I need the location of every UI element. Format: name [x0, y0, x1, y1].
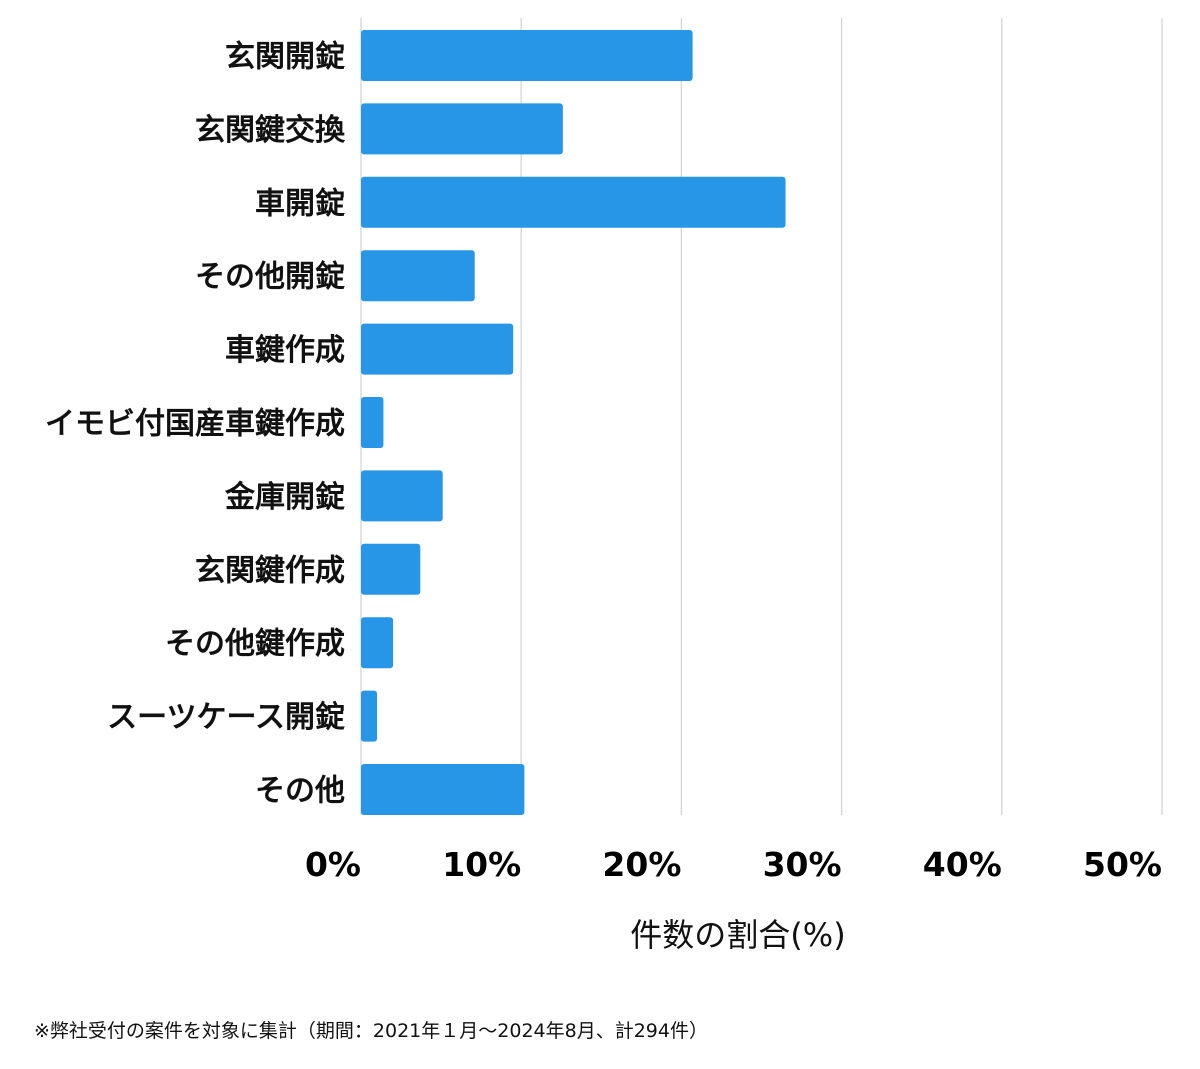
x-tick-label: 10% — [442, 845, 521, 884]
x-axis-title: 件数の割合(%) — [630, 916, 845, 954]
bar — [361, 323, 514, 375]
category-label: その他鍵作成 — [165, 627, 345, 662]
bar — [361, 690, 378, 742]
x-tick-label: 30% — [763, 845, 842, 884]
bar — [361, 397, 384, 448]
x-tick-label: 20% — [602, 845, 681, 884]
bar — [361, 543, 421, 595]
x-tick-labels: 0% 10% 20% 30% 40% 50% — [305, 845, 1162, 884]
x-tick-label: 50% — [1083, 845, 1162, 884]
category-label: その他 — [255, 774, 345, 809]
bar — [361, 250, 475, 302]
bar — [361, 103, 563, 155]
bar — [361, 764, 525, 815]
category-labels: 玄関開錠玄関鍵交換車開錠その他開錠車鍵作成イモビ付国産車鍵作成金庫開錠玄関鍵作成… — [45, 40, 346, 809]
category-label: 玄関鍵作成 — [195, 553, 345, 588]
category-label: 金庫開錠 — [224, 480, 345, 515]
x-tick-label: 40% — [923, 845, 1002, 884]
footnote: ※弊社受付の案件を対象に集計（期間：2021年１月〜2024年8月、計294件） — [34, 1020, 708, 1042]
bar — [361, 470, 443, 522]
bars — [361, 30, 786, 815]
category-label: イモビ付国産車鍵作成 — [45, 407, 345, 442]
bar-chart: 玄関開錠玄関鍵交換車開錠その他開錠車鍵作成イモビ付国産車鍵作成金庫開錠玄関鍵作成… — [45, 18, 1163, 954]
category-label: 玄関鍵交換 — [195, 113, 346, 148]
category-label: 車鍵作成 — [225, 333, 345, 368]
bar — [361, 176, 786, 228]
category-label: その他開錠 — [195, 260, 345, 295]
bar — [361, 30, 693, 81]
bar — [361, 617, 394, 669]
category-label: 玄関開錠 — [225, 40, 345, 75]
x-tick-label: 0% — [305, 845, 361, 884]
category-label: スーツケース開錠 — [107, 700, 345, 735]
chart-svg: 玄関開錠玄関鍵交換車開錠その他開錠車鍵作成イモビ付国産車鍵作成金庫開錠玄関鍵作成… — [45, 18, 1163, 954]
category-label: 車開錠 — [255, 186, 345, 221]
